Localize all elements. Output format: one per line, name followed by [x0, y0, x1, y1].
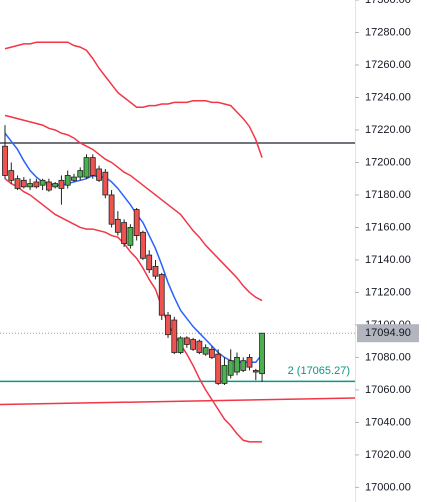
- y-tick-label: 17180.00: [365, 189, 411, 201]
- candle-body: [114, 218, 121, 233]
- candle-body: [127, 227, 134, 246]
- candle-body: [221, 365, 228, 384]
- y-tick-label: 17120.00: [365, 286, 411, 298]
- candle-body: [14, 178, 21, 189]
- y-tick-label: 17040.00: [365, 416, 411, 428]
- candle-body: [27, 183, 33, 188]
- candle-body: [71, 176, 77, 181]
- candle-body: [39, 179, 46, 186]
- candle-body: [77, 170, 84, 178]
- candle-body: [202, 347, 209, 355]
- y-tick-label: 17000.00: [365, 481, 411, 493]
- last-price-label: 17094.90: [365, 327, 411, 339]
- candle-body: [177, 337, 184, 353]
- candle-body: [52, 183, 59, 188]
- candle-body: [215, 353, 222, 384]
- candle-body: [240, 360, 247, 371]
- y-tick-label: 17200.00: [365, 156, 411, 168]
- candle-body: [252, 370, 259, 373]
- indicator-line: [4, 41, 263, 158]
- y-tick-label: 17240.00: [365, 91, 411, 103]
- candle-body: [33, 181, 40, 188]
- candle-body: [183, 337, 190, 345]
- candle-body: [209, 348, 215, 358]
- candle-body: [140, 231, 146, 259]
- candle-body: [259, 332, 265, 375]
- candle-body: [190, 339, 197, 350]
- indicator-line: [4, 178, 263, 443]
- candle-body: [45, 181, 52, 191]
- candle-body: [108, 194, 115, 225]
- horizontal-line-label: 2 (17065.27): [288, 365, 350, 377]
- candle-body: [89, 157, 96, 176]
- candle-body: [64, 175, 71, 186]
- candle-body: [227, 360, 234, 376]
- y-tick-label: 17080.00: [365, 351, 411, 363]
- candle-body: [20, 179, 27, 188]
- y-tick-label: 17160.00: [365, 221, 411, 233]
- candle-body: [102, 171, 109, 196]
- candle-body: [8, 170, 15, 181]
- candle-body: [234, 357, 240, 373]
- candle-body: [171, 319, 178, 353]
- candle-body: [158, 274, 165, 316]
- y-tick-label: 17260.00: [365, 59, 411, 71]
- candle-body: [196, 340, 203, 353]
- y-tick-label: 17060.00: [365, 384, 411, 396]
- indicator-line: [4, 132, 263, 364]
- y-tick-label: 17140.00: [365, 254, 411, 266]
- candle-body: [121, 222, 128, 245]
- candle-body: [146, 254, 153, 271]
- y-tick-label: 17300.00: [365, 0, 411, 6]
- candle-body: [58, 179, 65, 189]
- y-tick-label: 17280.00: [365, 26, 411, 38]
- candle-body: [133, 209, 140, 236]
- candle-body: [165, 314, 171, 336]
- candle-body: [83, 157, 90, 178]
- y-tick-label: 17020.00: [365, 449, 411, 461]
- last-price-box: [357, 324, 419, 343]
- y-tick-label: 17220.00: [365, 124, 411, 136]
- candle-body: [246, 357, 253, 368]
- trend-line: [0, 397, 356, 406]
- candle-body: [96, 168, 102, 181]
- candle-body: [152, 266, 159, 277]
- indicator-line: [4, 114, 263, 302]
- candle-body: [2, 145, 8, 176]
